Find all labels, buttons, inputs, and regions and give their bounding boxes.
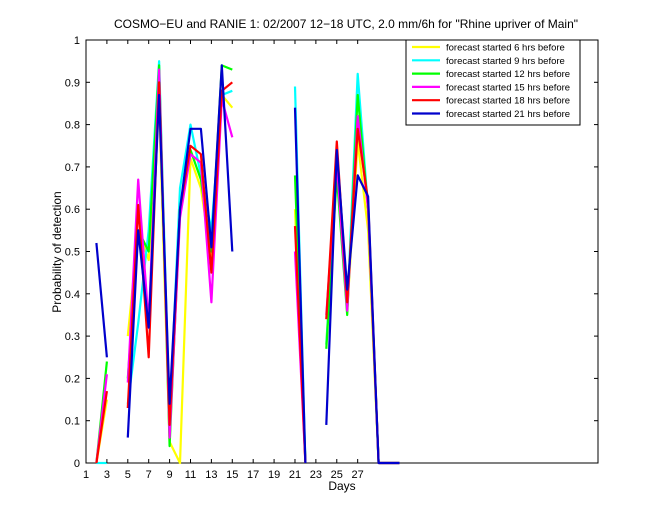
legend-box — [405, 39, 581, 126]
series-line — [293, 107, 307, 464]
x-tick-label: 25 — [331, 469, 343, 481]
legend-label: forecast started 6 hrs before — [446, 43, 565, 54]
x-tick-label: 3 — [104, 469, 110, 481]
x-tick-label: 17 — [247, 469, 259, 481]
y-tick-label: 0.2 — [65, 373, 80, 385]
legend-label: forecast started 18 hrs before — [446, 96, 570, 107]
y-tick-label: 0.4 — [65, 289, 80, 301]
x-tick-label: 11 — [185, 469, 196, 481]
x-tick-label: 15 — [226, 469, 238, 481]
y-tick-label: 0.3 — [65, 331, 80, 343]
series-line — [325, 148, 400, 465]
x-tick-label: 5 — [125, 469, 131, 481]
legend: forecast started 6 hrs before forecast st… — [405, 39, 581, 126]
series-6 — [95, 64, 400, 465]
series-layer — [95, 60, 400, 465]
legend-label: forecast started 15 hrs before — [446, 82, 570, 93]
y-tick-label: 1 — [74, 35, 80, 47]
series-line — [126, 64, 234, 438]
x-tick-label: 7 — [146, 469, 152, 481]
x-tick-label: 23 — [310, 469, 322, 481]
x-tick-label: 21 — [289, 469, 301, 481]
legend-label: forecast started 21 hrs before — [446, 109, 570, 120]
legend-label: forecast started 9 hrs before — [446, 56, 565, 67]
x-tick-label: 13 — [205, 469, 217, 481]
series-line — [95, 242, 108, 358]
y-tick-label: 0.6 — [65, 204, 80, 216]
y-tick-label: 0.1 — [65, 416, 80, 428]
y-axis-title: Probability of detection — [50, 191, 64, 312]
series-line — [95, 390, 108, 464]
x-tick-label: 9 — [167, 469, 173, 481]
x-tick-label: 27 — [352, 469, 364, 481]
x-axis-title: Days — [328, 479, 355, 493]
y-tick-label: 0.8 — [65, 120, 80, 132]
x-tick-label: 1 — [83, 469, 89, 481]
chart-title: COSMO−EU and RANIE 1: 02/2007 12−18 UTC,… — [114, 17, 578, 31]
legend-label: forecast started 12 hrs before — [446, 69, 570, 80]
y-tick-label: 0.5 — [65, 247, 80, 259]
x-tick-label: 19 — [268, 469, 280, 481]
y-tick-label: 0.7 — [65, 162, 80, 174]
legend-items: forecast started 6 hrs before forecast st… — [412, 43, 570, 120]
ticks-layer: 1 3 5 7 9 11 13 15 17 19 21 23 25 2700.10.20.30.40.50… — [65, 35, 598, 481]
y-tick-label: 0.9 — [65, 77, 80, 89]
y-tick-label: 0 — [74, 458, 80, 470]
